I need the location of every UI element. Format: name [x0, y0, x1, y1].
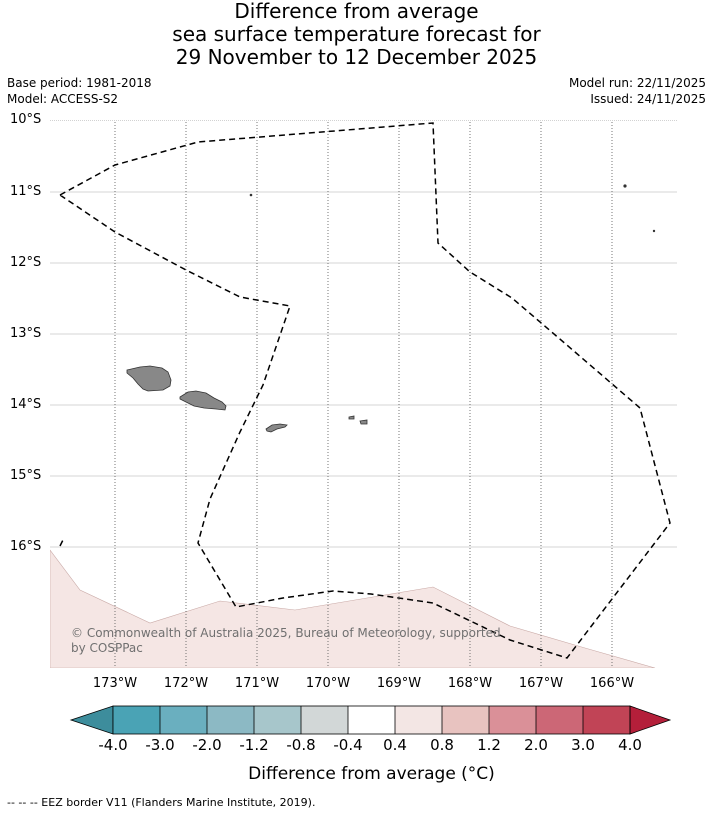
colorbar-bin [207, 706, 254, 734]
colorbar-bin [113, 706, 160, 734]
lon-label: 168°W [447, 676, 493, 691]
lon-label: 170°W [305, 676, 351, 691]
lon-label: 166°W [589, 676, 635, 691]
anomaly-shading-region [50, 549, 656, 668]
colorbar-tick-label: -1.2 [239, 736, 269, 754]
colorbar-tick-label: -0.4 [333, 736, 363, 754]
colorbar-bin [395, 706, 442, 734]
lat-label: 14°S [10, 397, 42, 412]
colorbar-bin [254, 706, 301, 734]
colorbar-bin [160, 706, 207, 734]
colorbar-tick-label: 1.2 [477, 736, 501, 754]
lat-gridlines [50, 120, 677, 548]
colorbar [69, 705, 672, 735]
colorbar-tick-label: 4.0 [618, 736, 642, 754]
lon-label: 171°W [234, 676, 280, 691]
lon-label: 172°W [163, 676, 209, 691]
lat-label: 12°S [10, 255, 42, 270]
lon-label: 169°W [376, 676, 422, 691]
colorbar-tick-label: 2.0 [524, 736, 548, 754]
eez-samoa [58, 122, 671, 659]
title-line-1: Difference from average [234, 0, 479, 23]
colorbar-bin [583, 706, 630, 734]
copyright-notice: © Commonwealth of Australia 2025, Bureau… [71, 626, 501, 655]
map-title: Difference from average sea surface temp… [0, 0, 713, 69]
eez-borders [58, 122, 671, 659]
colorbar-bin [489, 706, 536, 734]
base-period: Base period: 1981-2018 [7, 76, 152, 90]
upolu-island [179, 390, 227, 411]
colorbar-tick-label: 0.8 [430, 736, 454, 754]
lat-label: 13°S [10, 326, 42, 341]
model-name: Model: ACCESS-S2 [7, 92, 119, 106]
tau-island [359, 419, 368, 425]
colorbar-bin [536, 706, 583, 734]
swains-island [249, 193, 253, 197]
colorbar-tick-label: -3.0 [145, 736, 175, 754]
title-line-2: sea surface temperature forecast for [172, 22, 541, 46]
colorbar-tick-label: 0.4 [383, 736, 407, 754]
lat-label: 10°S [10, 112, 42, 127]
savaii-island [126, 365, 172, 392]
lat-label: 15°S [10, 468, 42, 483]
meta-right: Model run: 22/11/2025 Issued: 24/11/2025 [569, 75, 706, 107]
lat-label: 16°S [10, 539, 42, 554]
colorbar-low-extension [69, 705, 114, 735]
small-island-east [652, 229, 656, 233]
lon-label: 167°W [518, 676, 564, 691]
tutuila-island [265, 423, 288, 433]
lon-gridlines [114, 120, 613, 668]
colorbar-bin [348, 706, 395, 734]
colorbar-bin [301, 706, 348, 734]
lon-label: 173°W [92, 676, 138, 691]
colorbar-tick-label: -0.8 [286, 736, 316, 754]
meta-left: Base period: 1981-2018 Model: ACCESS-S2 [7, 75, 152, 107]
eez-legend: -- -- -- EEZ border V11 (Flanders Marine… [7, 796, 316, 809]
ofu-island [348, 415, 355, 420]
colorbar-tick-label: -4.0 [98, 736, 128, 754]
colorbar-title: Difference from average (°C) [248, 764, 495, 784]
islands [126, 184, 656, 433]
model-run: Model run: 22/11/2025 [568, 76, 706, 90]
tokelau-island [623, 184, 627, 188]
title-line-3: 29 November to 12 December 2025 [175, 45, 538, 69]
lat-label: 11°S [10, 184, 42, 199]
colorbar-tick-label: 3.0 [571, 736, 595, 754]
colorbar-bin [442, 706, 489, 734]
colorbar-high-extension [629, 705, 672, 735]
colorbar-tick-label: -2.0 [192, 736, 222, 754]
issued-date: Issued: 24/11/2025 [590, 92, 706, 106]
eez-american-samoa-west [59, 537, 65, 547]
